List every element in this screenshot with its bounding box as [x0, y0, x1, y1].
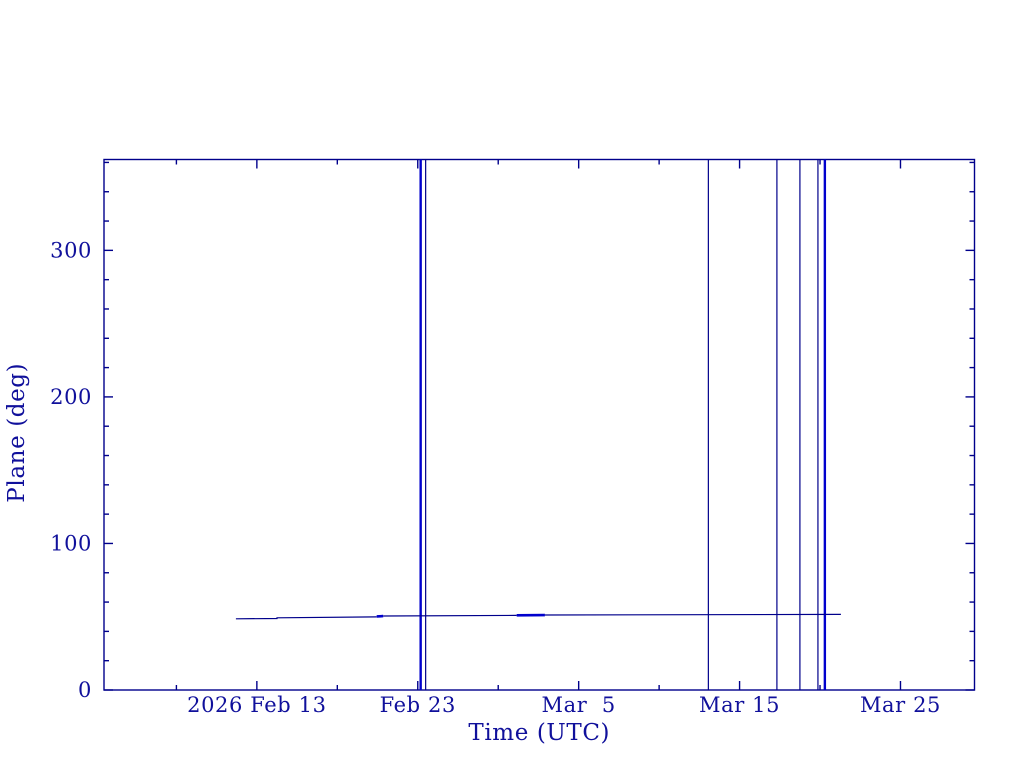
plane-series-segment — [383, 614, 517, 617]
x-tick-label: Mar 25 — [860, 693, 941, 717]
plane-series-segment — [544, 613, 841, 616]
y-tick-label: 300 — [50, 238, 92, 262]
x-tick-label: Feb 23 — [380, 693, 456, 717]
y-tick-label: 0 — [78, 678, 92, 702]
plane-series-segment — [235, 616, 377, 620]
x-tick-label: 2026 Feb 13 — [187, 693, 326, 717]
x-tick-label: Mar 5 — [541, 693, 615, 717]
y-axis-title: Plane (deg) — [4, 363, 30, 503]
y-tick-label: 100 — [50, 531, 92, 555]
plot-frame — [103, 158, 976, 691]
y-tick-label: 200 — [50, 385, 92, 409]
x-tick-label: Mar 15 — [699, 693, 780, 717]
x-axis-title: Time (UTC) — [468, 720, 610, 746]
